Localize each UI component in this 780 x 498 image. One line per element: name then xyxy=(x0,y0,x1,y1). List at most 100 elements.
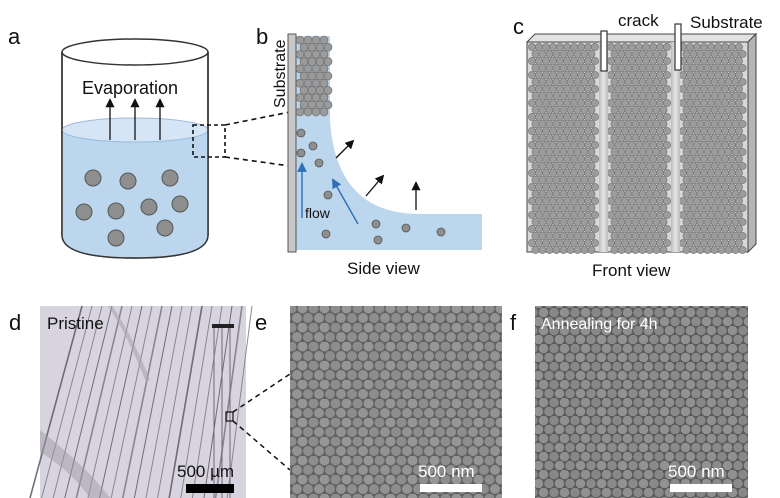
particle xyxy=(735,127,743,135)
zoom-line xyxy=(232,420,291,471)
particle xyxy=(528,197,536,205)
particle xyxy=(656,211,664,219)
particle xyxy=(617,148,626,156)
particle xyxy=(531,232,540,240)
particle xyxy=(607,43,615,51)
particle xyxy=(663,113,671,121)
particle xyxy=(531,50,540,58)
particle xyxy=(714,113,722,121)
particle xyxy=(710,134,719,142)
particle xyxy=(642,239,650,247)
particle xyxy=(721,99,729,107)
particle xyxy=(545,92,554,100)
particle xyxy=(696,232,705,240)
particle xyxy=(299,42,309,52)
particle xyxy=(638,232,647,240)
particle xyxy=(703,64,712,72)
particle xyxy=(591,141,599,149)
particle xyxy=(663,197,671,205)
particle xyxy=(652,204,661,212)
particle xyxy=(731,176,740,184)
particle xyxy=(631,50,640,58)
particle xyxy=(549,85,557,93)
particle xyxy=(686,183,694,191)
particle xyxy=(682,162,691,170)
particle xyxy=(573,148,582,156)
particle xyxy=(591,197,599,205)
particle xyxy=(566,246,575,254)
particle xyxy=(577,141,585,149)
particle xyxy=(610,92,619,100)
particle xyxy=(703,232,712,240)
particle xyxy=(703,92,712,100)
evaporation-label: Evaporation xyxy=(82,78,178,98)
particle xyxy=(724,190,733,198)
particle xyxy=(617,218,626,226)
particle xyxy=(686,197,694,205)
particle xyxy=(659,162,668,170)
particle xyxy=(735,85,743,93)
particle xyxy=(735,71,743,79)
particle xyxy=(700,239,708,247)
particle xyxy=(631,218,640,226)
particle xyxy=(707,85,715,93)
particle xyxy=(635,225,643,233)
substrate-label: Substrate xyxy=(690,13,763,32)
particle xyxy=(703,190,712,198)
particle xyxy=(731,64,740,72)
particle xyxy=(679,113,687,121)
particle xyxy=(570,239,578,247)
scale-label-e: 500 nm xyxy=(418,462,475,481)
particle xyxy=(717,120,726,128)
particle xyxy=(614,99,622,107)
particle xyxy=(311,64,321,74)
particle xyxy=(587,148,596,156)
particle xyxy=(652,176,661,184)
particle xyxy=(566,162,575,170)
particle xyxy=(645,134,654,142)
particle xyxy=(621,225,629,233)
scale-label-f: 500 nm xyxy=(668,462,725,481)
particle xyxy=(717,78,726,86)
particle xyxy=(707,155,715,163)
particle xyxy=(577,169,585,177)
particle xyxy=(295,107,305,117)
particle xyxy=(528,127,536,135)
particle xyxy=(738,92,747,100)
particle xyxy=(645,148,654,156)
crack-line xyxy=(29,305,83,498)
particle xyxy=(721,127,729,135)
particle xyxy=(628,57,636,65)
zoom-line xyxy=(224,156,291,167)
particle xyxy=(556,57,564,65)
particle xyxy=(721,155,729,163)
particle xyxy=(728,239,736,247)
particle xyxy=(663,169,671,177)
particle xyxy=(659,148,668,156)
particle xyxy=(587,134,596,142)
particle xyxy=(724,176,733,184)
particle xyxy=(614,169,622,177)
particle xyxy=(591,155,599,163)
particle xyxy=(628,239,636,247)
particle xyxy=(703,78,712,86)
particle xyxy=(559,148,568,156)
particle xyxy=(696,190,705,198)
particle xyxy=(728,225,736,233)
particle xyxy=(649,57,657,65)
film-edge-bar xyxy=(212,324,234,328)
particle xyxy=(735,225,743,233)
particle xyxy=(610,176,619,184)
particle xyxy=(717,162,726,170)
particle xyxy=(731,190,740,198)
particle xyxy=(610,204,619,212)
particle xyxy=(624,64,633,72)
particle xyxy=(535,141,543,149)
particle xyxy=(607,239,615,247)
particle xyxy=(693,57,701,65)
particle xyxy=(542,71,550,79)
particle xyxy=(679,211,687,219)
particle xyxy=(552,120,561,128)
particle xyxy=(580,64,589,72)
particle xyxy=(717,190,726,198)
